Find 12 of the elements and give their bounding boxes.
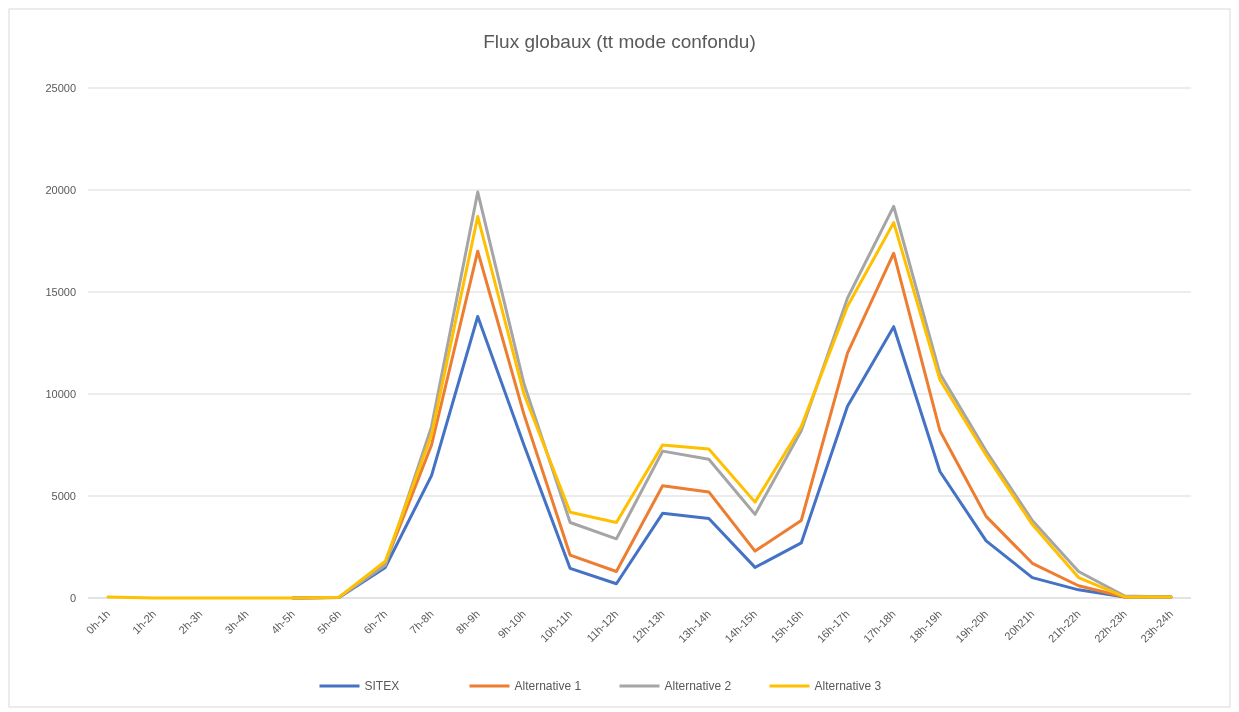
legend-label: Alternative 3 [814,679,882,694]
chart-title: Flux globaux (tt mode confondu) [483,31,756,52]
y-tick-label: 5000 [51,489,76,502]
line-series [106,215,1173,600]
y-tick-label: 15000 [45,285,76,298]
y-tick-label: 10000 [45,387,76,400]
y-tick-label: 20000 [45,183,76,196]
legend-label: Alternative 2 [664,679,732,694]
legend-label: Alternative 1 [514,679,582,694]
legend-label: SITEX [364,679,400,694]
y-tick-label: 0 [69,591,76,604]
y-tick-label: 25000 [45,81,76,94]
